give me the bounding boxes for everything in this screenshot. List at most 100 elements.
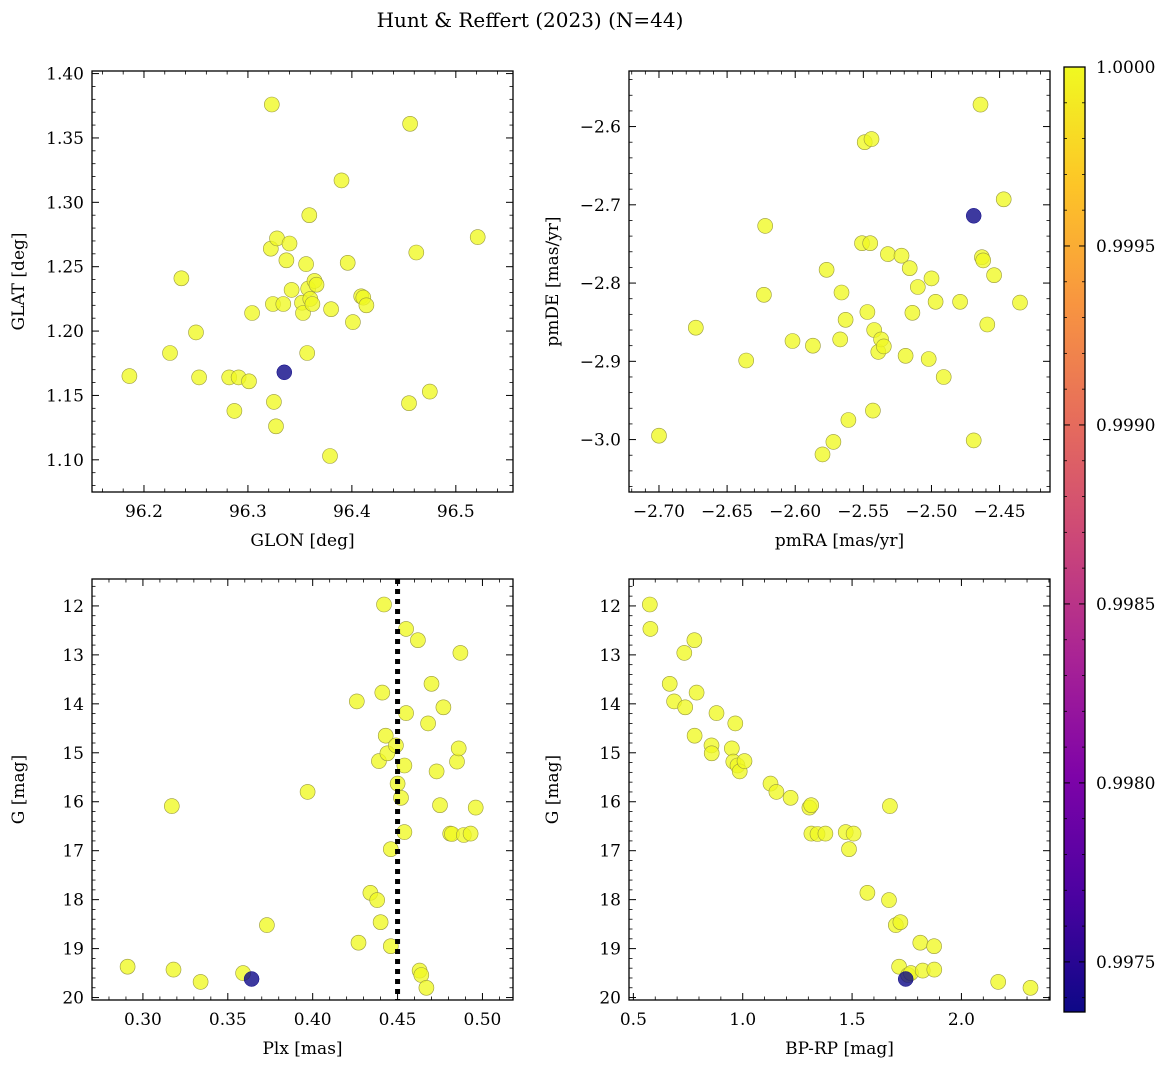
data-point	[832, 331, 849, 348]
data-point	[859, 304, 876, 320]
data-point	[283, 282, 300, 298]
data-point	[841, 841, 857, 858]
data-point	[188, 324, 204, 341]
data-point-outlier	[965, 208, 982, 224]
data-point	[452, 645, 469, 661]
data-point	[926, 938, 942, 955]
x-tick-label: 0.40	[294, 1010, 332, 1030]
data-point	[926, 961, 943, 978]
data-point	[952, 293, 968, 310]
data-point	[275, 296, 292, 312]
data-point	[979, 316, 996, 333]
data-point	[782, 789, 799, 806]
y-tick-label: 16	[599, 793, 621, 813]
data-point	[418, 979, 435, 996]
data-point	[162, 345, 178, 361]
data-point	[121, 368, 138, 384]
data-point	[350, 934, 367, 951]
x-tick-label: −2.70	[633, 502, 685, 522]
x-tick-label: 0.30	[124, 1010, 162, 1030]
panel-pmra-pmde: −2.70 −2.65 −2.60 −2.55 −2.50 −2.45 −3.0 −2.9 −2…	[543, 70, 1051, 551]
x-axis: 0.5 1.0 1.5 2.0	[620, 579, 1050, 1030]
panel-glon-glat: 96.2 96.3 96.4 96.5 1.10 1.15 1.20 1.25 1.30 1.35…	[9, 65, 514, 551]
colorbar-tick-label: 0.9985	[1096, 595, 1155, 615]
data-point	[817, 825, 834, 842]
data-point	[278, 252, 295, 269]
y-tick-label: 16	[62, 793, 84, 813]
data-point	[736, 753, 753, 769]
data-point	[358, 297, 375, 314]
data-point	[462, 825, 479, 842]
data-point	[859, 884, 876, 901]
colorbar-tick-label: 0.9980	[1096, 774, 1155, 794]
x-axis: 96.2 96.3 96.4 96.5	[101, 71, 498, 522]
data-point-outlier	[243, 971, 260, 987]
data-point	[986, 267, 1002, 284]
data-point	[965, 432, 982, 449]
data-point	[192, 974, 209, 990]
y-axis: −3.0 −2.9 −2.8 −2.7 −2.6	[580, 79, 1050, 487]
x-tick-label: 96.5	[437, 502, 475, 522]
data-point-outlier	[276, 364, 293, 381]
y-tick-label: −2.9	[580, 352, 621, 372]
colorbar-tick-label: 0.9990	[1096, 416, 1155, 436]
data-point	[837, 311, 854, 328]
x-tick-label: −2.50	[905, 502, 957, 522]
data-point	[676, 645, 693, 661]
y-axis-label: G [mag]	[543, 755, 563, 824]
data-point	[892, 914, 909, 931]
data-point	[435, 699, 452, 716]
data-point	[727, 715, 744, 732]
colorbar-tick-label: 1.0000	[1096, 58, 1155, 78]
data-point	[308, 276, 325, 293]
data-point	[376, 596, 392, 613]
data-point	[304, 296, 321, 312]
x-axis-label: GLON [deg]	[250, 531, 354, 551]
x-tick-label: 0.5	[620, 1010, 647, 1030]
data-point	[1012, 294, 1028, 311]
data-point	[266, 394, 282, 410]
y-tick-label: 1.40	[46, 65, 84, 85]
data-point	[299, 784, 316, 800]
data-point	[975, 252, 992, 269]
data-point	[814, 446, 831, 463]
data-point	[191, 369, 207, 386]
data-point	[995, 191, 1012, 208]
data-point	[299, 345, 316, 361]
data-point	[423, 675, 440, 692]
data-point	[651, 427, 667, 444]
axes-frame	[91, 578, 514, 1001]
x-tick-label: 1.5	[839, 1010, 866, 1030]
y-tick-label: 12	[599, 597, 621, 617]
panel-bprp-g: 0.5 1.0 1.5 2.0 12 13 14 15 16 17 18 19 20 BP-RP [mag…	[543, 578, 1051, 1059]
y-tick-label: 20	[599, 989, 621, 1009]
y-tick-label: 14	[599, 695, 621, 715]
data-point	[882, 798, 898, 814]
y-axis: 12 13 14 15 16 17 18 19 20	[599, 585, 1050, 1009]
data-point	[119, 958, 136, 975]
data-point	[301, 207, 318, 223]
data-point	[281, 235, 298, 252]
data-point	[263, 96, 280, 113]
y-tick-label: 1.30	[46, 193, 84, 213]
y-axis: 12 13 14 15 16 17 18 19 20	[62, 585, 513, 1009]
data-point	[369, 892, 386, 908]
y-tick-label: 15	[62, 744, 84, 764]
axes-frame	[628, 70, 1051, 493]
y-tick-label: −2.8	[580, 274, 621, 294]
data-point	[372, 914, 389, 931]
y-tick-label: 15	[599, 744, 621, 764]
y-tick-label: 12	[62, 597, 84, 617]
data-point	[401, 395, 417, 412]
data-point	[339, 254, 356, 271]
data-point	[298, 256, 314, 272]
y-tick-label: 1.25	[46, 258, 84, 278]
data-point	[432, 797, 448, 814]
x-tick-label: 0.35	[209, 1010, 247, 1030]
axes-frame	[91, 70, 514, 493]
data-point	[875, 338, 892, 355]
data-point	[398, 621, 414, 637]
data-point	[345, 314, 361, 330]
data-point	[420, 715, 436, 732]
y-tick-label: 13	[62, 646, 84, 666]
